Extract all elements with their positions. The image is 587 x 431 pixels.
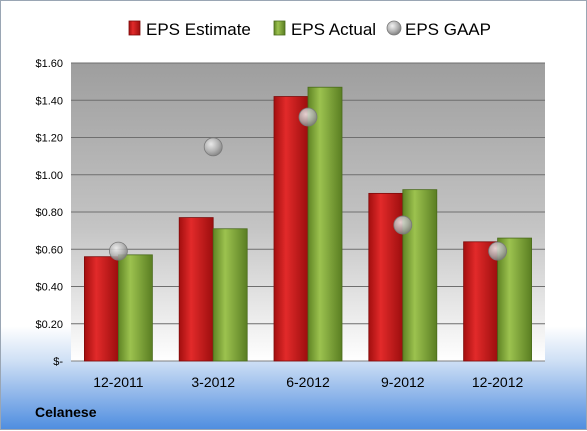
marker-eps-gaap (298, 107, 318, 127)
gaap-markers (109, 107, 508, 261)
y-tick-label: $1.20 (35, 133, 63, 145)
marker-eps-gaap (203, 137, 223, 157)
legend-label: EPS Estimate (146, 20, 251, 39)
y-tick-label: $1.60 (35, 58, 63, 70)
y-tick-label: $1.00 (35, 170, 63, 182)
legend-label: EPS Actual (291, 20, 376, 39)
y-tick-label: $- (53, 356, 63, 368)
y-tick-label: $0.40 (35, 282, 63, 294)
legend-label: EPS GAAP (405, 20, 491, 39)
legend: EPS Estimate EPS Actual EPS GAAP (128, 20, 491, 39)
x-tick-label: 12-2011 (93, 374, 144, 390)
bar-eps-actual (402, 189, 438, 362)
legend-swatch (128, 20, 141, 36)
y-tick-label: $0.80 (35, 207, 63, 219)
bar-eps-estimate (178, 217, 214, 362)
x-tick-label: 6-2012 (286, 374, 330, 390)
bar-eps-estimate (273, 96, 309, 362)
bar-eps-actual (118, 254, 153, 362)
x-tick-label: 12-2012 (472, 374, 524, 390)
y-tick-label: $0.20 (35, 319, 63, 331)
bar-eps-actual (212, 228, 248, 362)
marker-eps-gaap (488, 241, 508, 261)
marker-eps-gaap (109, 241, 128, 261)
bar-eps-estimate (84, 256, 119, 362)
bar-eps-estimate (463, 241, 499, 362)
marker-eps-gaap (393, 215, 413, 235)
y-axis-ticks: $- $0.20 $0.40 $0.60 $0.80 $1.00 $1.20 $1.40 $1.… (35, 58, 63, 368)
bar-eps-actual (307, 86, 343, 362)
x-tick-label: 3-2012 (191, 374, 235, 390)
legend-swatch (273, 20, 286, 36)
y-tick-label: $0.60 (35, 244, 63, 256)
legend-swatch (386, 20, 402, 36)
x-tick-label: 9-2012 (381, 374, 425, 390)
bars (84, 86, 533, 362)
x-axis-ticks: 12-2011 3-2012 6-2012 9-2012 12-2012 (93, 374, 523, 390)
y-tick-label: $1.40 (35, 95, 63, 107)
company-label: Celanese (35, 404, 97, 420)
